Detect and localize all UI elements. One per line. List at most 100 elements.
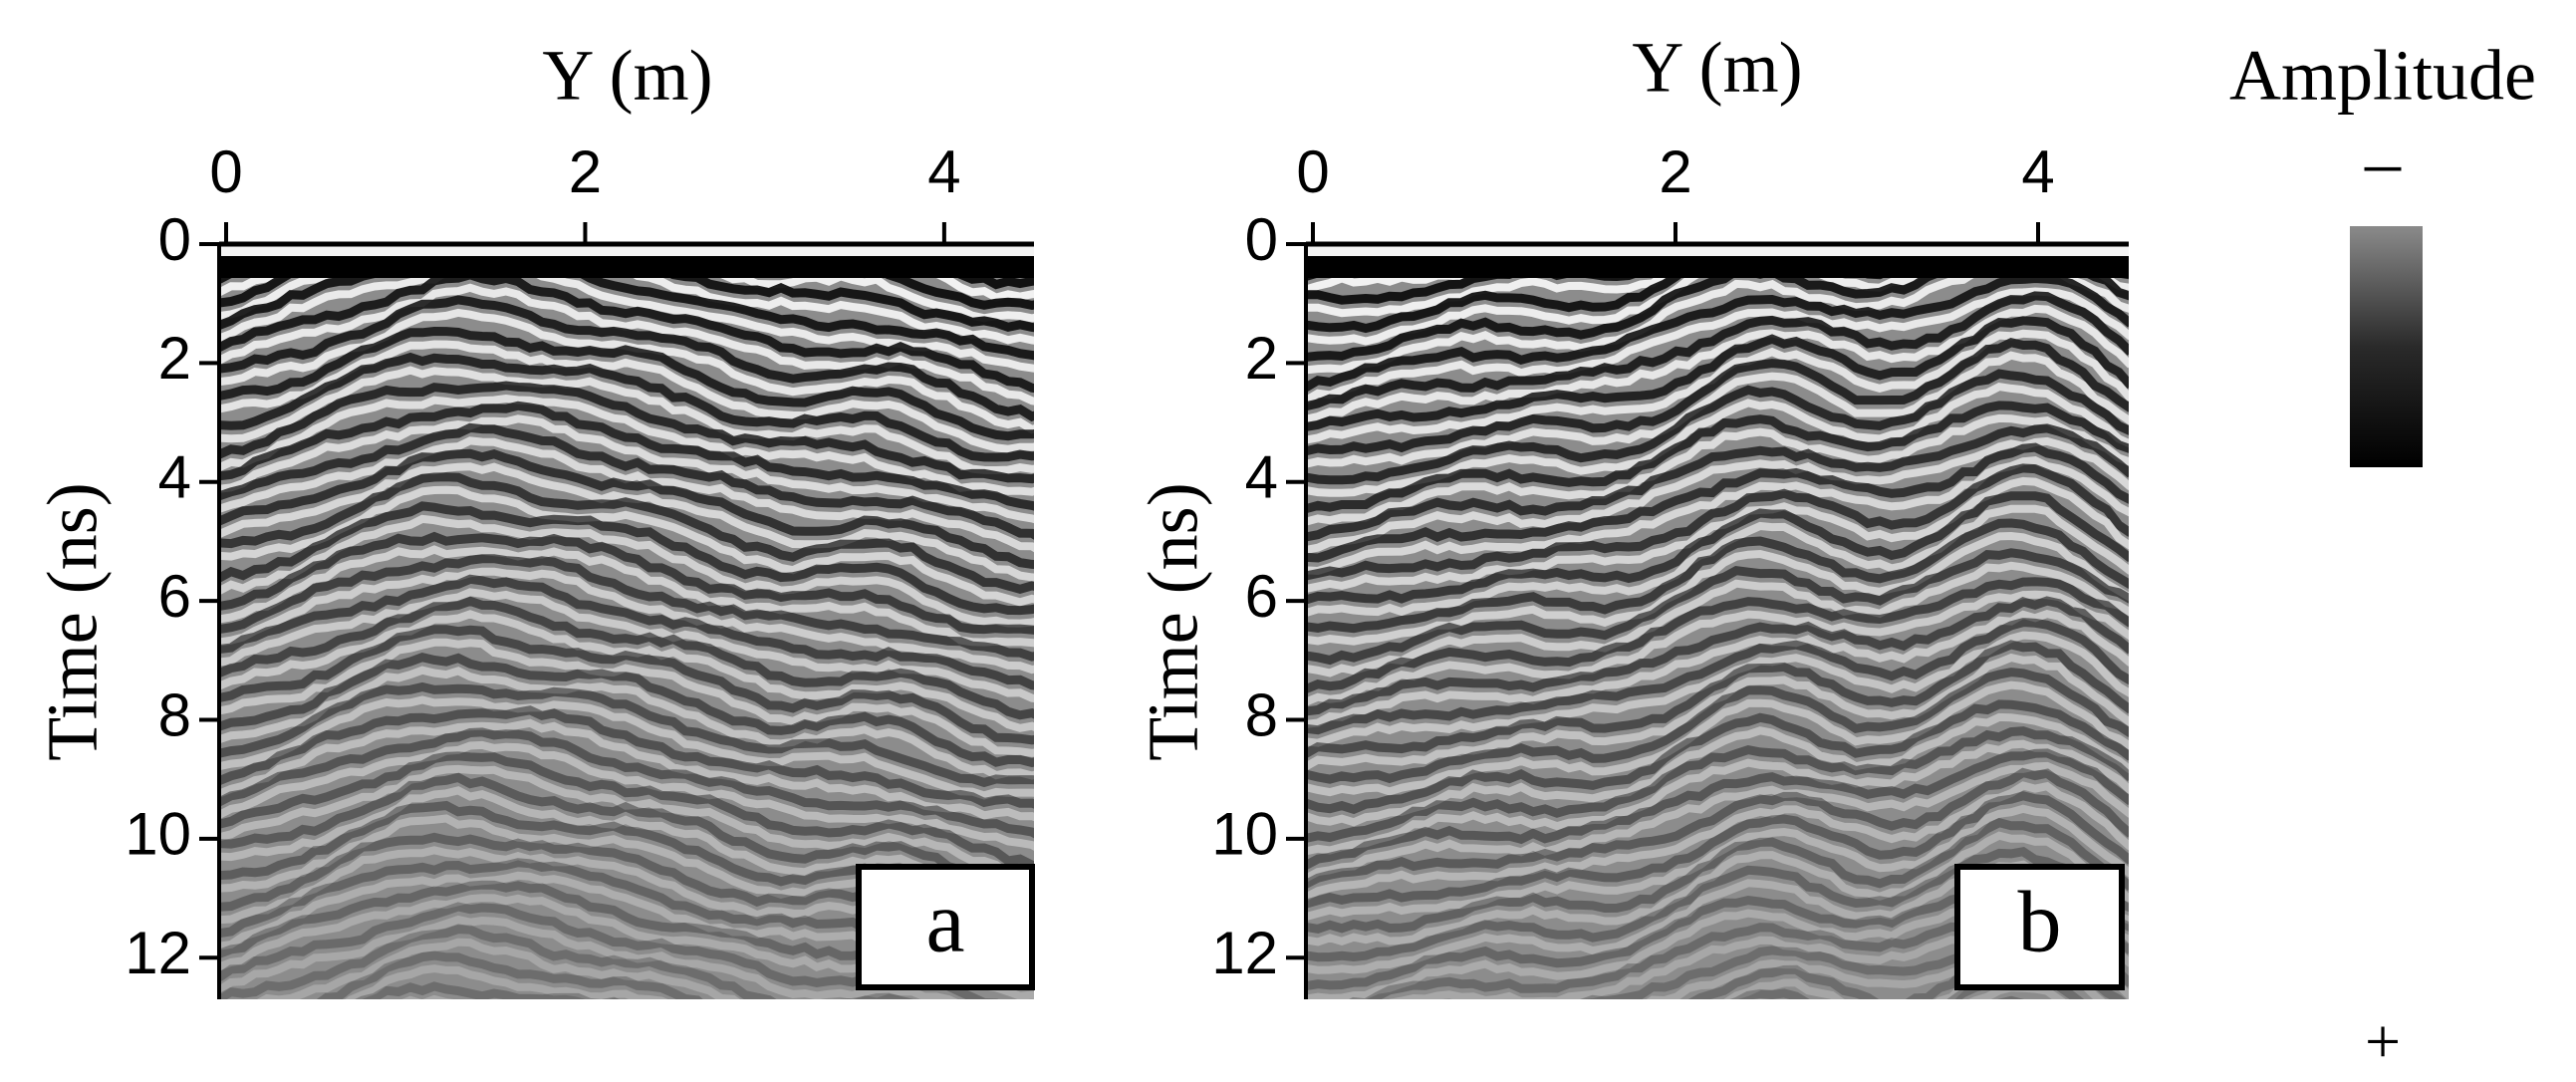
reflection-light [219,666,1034,780]
reflection-light [219,462,1034,582]
reflection-dark [219,554,1034,662]
direct-wave [219,256,1034,278]
reflection-dark [1306,577,2129,693]
radargram-image [1306,244,2129,999]
reflection-light [1306,413,2129,526]
reflection-light [1306,304,2129,423]
reflection-light [1306,476,2129,593]
reflection-dark [219,625,1034,745]
y-tick-label: 8 [158,681,191,748]
reflection-light [1306,436,2129,554]
direct-wave-light [1306,244,2129,256]
reflection-light [219,567,1034,675]
y-tick-label: 2 [158,325,191,392]
x-tick-label: 2 [569,138,602,205]
reflection-dark [1306,463,2129,581]
reflection-light [1306,351,2129,468]
reflection-dark [316,950,703,999]
reflection-dark [219,247,1034,361]
panel-label: a [925,875,964,971]
reflection-dark [219,772,1034,897]
reflection-light [219,718,1034,822]
reflection-dark [1306,442,2129,563]
reflection-dark [1306,699,2129,815]
reflection-dark [219,925,917,999]
reflection-dark [219,727,1034,839]
reflection-dark [219,244,1034,310]
reflection-light [219,764,1034,883]
reflection-dark [1306,748,2129,870]
x-axis-label: Y (m) [542,36,712,116]
reflection-dark [1306,518,2129,634]
reflection-dark [219,751,1034,871]
reflection-dark [219,705,1034,809]
reflection-dark [1306,668,2129,784]
colorbar-bottom-label: + [2365,1006,2401,1077]
x-tick-label: 2 [1659,138,1691,205]
reflection-dark [1306,548,2129,666]
reflection-light [401,994,454,999]
reflection-light [1306,609,2129,728]
reflection-dark [219,270,1034,394]
reflection-dark [1306,337,2129,456]
reflection-dark [1306,244,2129,305]
reflection-dark [1306,423,2129,542]
y-tick-label: 0 [158,206,191,273]
reflection-dark [1306,640,2129,758]
reflection-dark [1306,401,2129,513]
x-axis-label: Y (m) [1632,28,1802,108]
reflection-dark [1306,291,2129,411]
x-tick-label: 4 [2021,138,2054,205]
x-tick-label: 0 [1296,138,1329,205]
y-tick-label: 6 [158,563,191,630]
panel: Y (m) Time (ns) 0 2 4 0 2 4 6 8 10 12 b [1134,28,2129,999]
reflection-dark [219,653,1034,768]
reflection-dark [1306,817,2129,935]
reflection-light [219,786,1034,910]
panel: Y (m) Time (ns) 0 2 4 0 2 4 6 8 10 12 a [33,36,1044,1082]
panel-label: b [2018,875,2062,971]
y-tick-label: 10 [1211,801,1278,868]
reflection-light [1306,590,2129,706]
reflection-dark [219,596,1034,720]
colorbar-top-label: – [2364,123,2402,202]
reflection-dark [219,574,1034,690]
reflection-light [219,414,1034,524]
y-tick-label: 6 [1245,563,1278,630]
reflection-dark [219,422,1034,540]
reflection-light [345,964,668,999]
reflection-dark [1306,596,2129,716]
y-axis-label: Time (ns) [1134,482,1213,760]
y-tick-label: 12 [125,920,191,986]
reflection-dark [1306,491,2129,605]
reflection-dark [1306,726,2129,843]
y-tick-label: 8 [1245,681,1278,748]
reflection-light [1306,653,2129,770]
reflection-dark [1306,767,2129,889]
reflection-light [219,514,1034,628]
reflection-dark [1306,618,2129,735]
reflection-light [219,740,1034,851]
reflection-dark [219,448,1034,569]
reflection-dark [219,472,1034,594]
direct-wave-light [219,244,1034,256]
colorbar [2350,226,2423,467]
y-tick-label: 4 [158,444,191,511]
reflection-light [219,1028,1044,1082]
reflection-light [1306,761,2129,883]
reflection-dark [219,401,1034,511]
y-tick-label: 2 [1245,325,1278,392]
reflection-light [256,938,741,999]
reflection-dark [355,981,620,999]
reflection-light [1306,244,2129,318]
colorbar-title: Amplitude [2229,36,2536,116]
direct-wave [1306,256,2129,278]
reflection-light [219,638,1034,757]
reflection-dark [219,501,1034,616]
reflection-dark [219,681,1034,788]
reflection-light [1967,983,2066,999]
reflection-dark [219,1015,1044,1082]
reflection-dark [1306,316,2129,431]
panel-label-box [1954,864,2125,990]
x-tick-label: 0 [209,138,242,205]
